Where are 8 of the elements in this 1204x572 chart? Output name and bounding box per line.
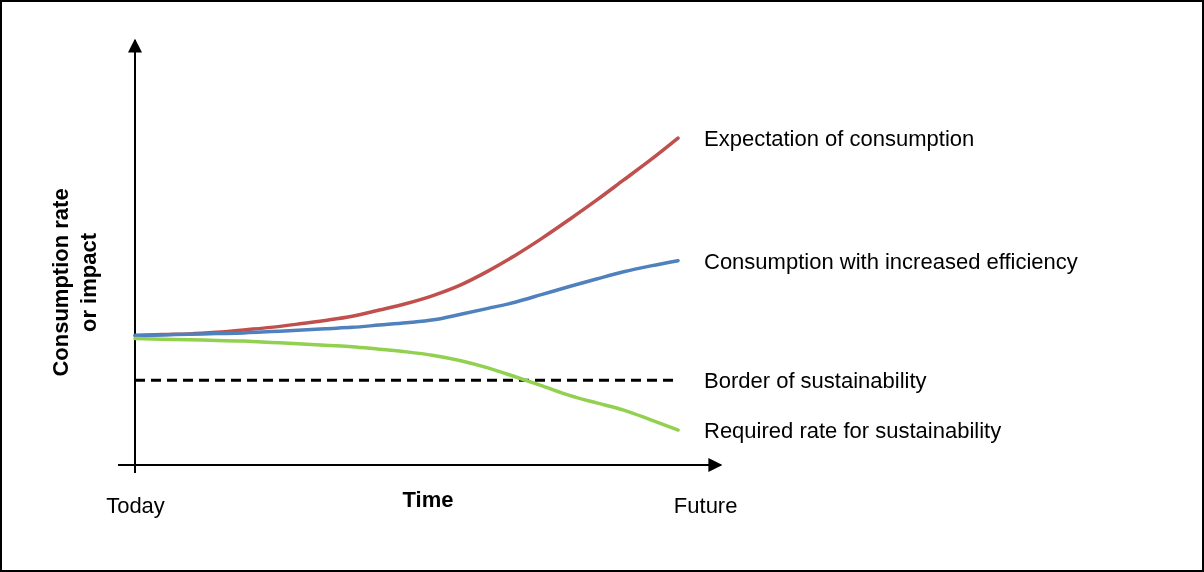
x-tick-label: Today <box>106 492 165 518</box>
ref-line-label: Border of sustainability <box>704 368 927 394</box>
series-label: Consumption with increased efficiency <box>704 248 1078 274</box>
x-axis-title: Time <box>402 487 454 512</box>
series-label: Required rate for sustainability <box>704 418 1002 444</box>
series-label: Expectation of consumption <box>704 126 975 152</box>
y-axis-title: Consumption rate or impact <box>48 188 101 377</box>
x-tick-label: Future <box>673 492 738 518</box>
